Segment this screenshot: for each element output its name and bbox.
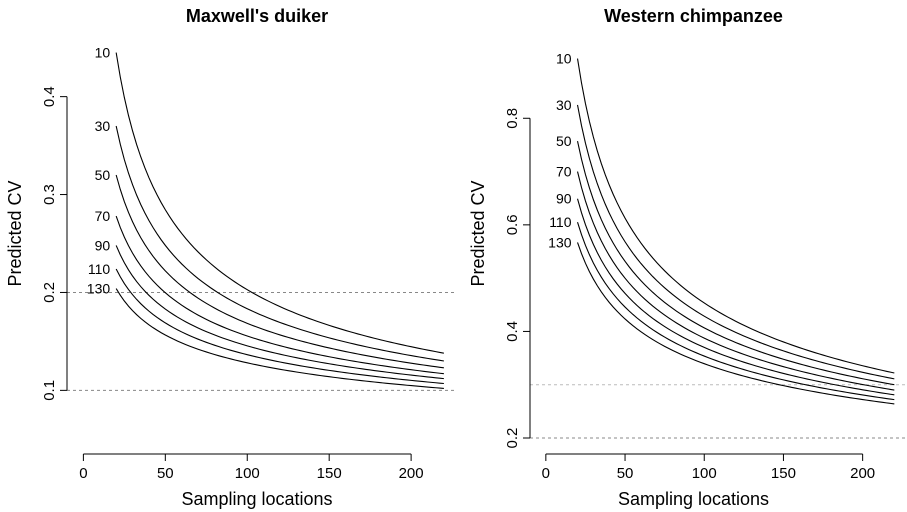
series-label: 110	[88, 261, 111, 277]
chart-title: Western chimpanzee	[604, 6, 783, 26]
y-tick-label: 0.6	[504, 214, 521, 235]
x-axis-title: Sampling locations	[618, 489, 769, 509]
chart-panel-2: Western chimpanzee 0.2 0.4 0.6 0.8 0 50 100 150 2…	[468, 6, 907, 509]
x-axis-title: Sampling locations	[181, 489, 332, 509]
x-tick-label: 150	[771, 465, 796, 482]
series-label: 70	[95, 208, 111, 224]
y-tick-label: 0.1	[41, 380, 58, 401]
y-tick-label: 0.2	[41, 282, 58, 303]
series-label: 130	[548, 234, 572, 250]
series-line-90	[115, 245, 444, 380]
series-line-10	[115, 52, 444, 354]
series-line-110	[576, 222, 895, 401]
x-tick-label: 0	[542, 465, 550, 482]
series-label: 130	[87, 281, 111, 297]
series-label: 10	[95, 45, 111, 61]
series-line-50	[576, 141, 895, 386]
series-label: 30	[95, 118, 111, 134]
series-line-130	[115, 288, 444, 389]
series-label: 70	[556, 164, 572, 180]
x-tick-label: 50	[157, 465, 174, 482]
series-line-70	[576, 171, 895, 391]
x-tick-label: 50	[617, 465, 634, 482]
series-label: 30	[556, 97, 572, 113]
series-line-30	[115, 125, 444, 362]
chart-panel-1: Maxwell's duiker 0.1 0.2 0.3 0.4 0 50 100 150 200…	[5, 6, 457, 509]
series-label: 50	[95, 167, 111, 183]
y-tick-label: 0.8	[504, 108, 521, 129]
series-line-10	[576, 58, 895, 374]
x-tick-label: 200	[850, 465, 875, 482]
chart-title: Maxwell's duiker	[186, 6, 328, 26]
x-tick-label: 150	[317, 465, 342, 482]
series-label: 110	[549, 214, 572, 230]
series-line-110	[115, 268, 444, 385]
x-tick-label: 100	[692, 465, 717, 482]
series-line-70	[115, 215, 444, 375]
series-label: 10	[556, 51, 572, 67]
x-tick-label: 100	[235, 465, 260, 482]
series-label: 50	[556, 133, 572, 149]
y-axis-title: Predicted CV	[468, 180, 488, 286]
series-line-50	[115, 174, 444, 369]
x-tick-label: 200	[399, 465, 424, 482]
y-tick-label: 0.4	[504, 321, 521, 342]
series-line-90	[576, 198, 895, 396]
y-tick-label: 0.4	[41, 86, 58, 107]
y-axis-title: Predicted CV	[5, 180, 25, 286]
y-tick-label: 0.3	[41, 184, 58, 205]
series-label: 90	[95, 237, 111, 253]
series-line-30	[576, 104, 895, 380]
series-line-130	[577, 242, 895, 405]
series-label: 90	[556, 191, 572, 207]
y-tick-label: 0.2	[504, 428, 521, 449]
x-tick-label: 0	[79, 465, 87, 482]
